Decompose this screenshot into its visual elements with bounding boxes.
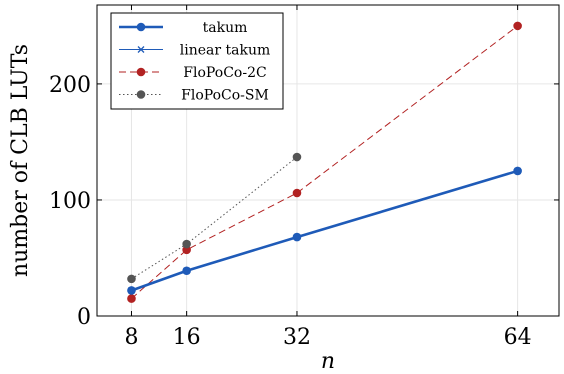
legend-marker xyxy=(136,22,146,32)
legend-entry-flopoco-sm: FloPoCo-SM xyxy=(119,88,269,104)
legend-marker xyxy=(136,67,146,77)
axis-ticks: 8 16 32 64 0 100 200 xyxy=(49,5,559,350)
series-line-flopoco-2c xyxy=(131,25,518,299)
x-tick-label: 64 xyxy=(504,325,532,350)
data-point-linear-takum xyxy=(514,167,522,175)
series-line-flopoco-sm xyxy=(131,156,298,280)
series-linear-takum xyxy=(128,167,522,294)
plot-frame xyxy=(96,4,560,317)
data-point-flopoco-sm xyxy=(182,239,191,249)
legend: takum linear takum FloPoCo-2C FloPoCo-SM xyxy=(110,12,284,110)
series-flopoco-sm xyxy=(127,152,302,284)
data-point-linear-takum xyxy=(293,233,301,241)
series-line-linear-takum xyxy=(131,170,518,291)
y-tick-label: 200 xyxy=(49,73,91,98)
data-point-linear-takum xyxy=(183,267,191,275)
series-layer xyxy=(127,21,522,303)
legend-label: FloPoCo-SM xyxy=(181,88,269,104)
legend-entry-takum: takum xyxy=(119,20,247,36)
legend-marker xyxy=(136,90,146,99)
legend-entry-linear-takum: linear takum xyxy=(119,43,270,59)
y-axis-title: number of CLB LUTs xyxy=(8,44,33,277)
y-tick-label: 100 xyxy=(49,189,91,214)
data-point-flopoco-sm xyxy=(292,152,302,162)
y-tick-label: 0 xyxy=(77,305,91,330)
legend-label: takum xyxy=(203,20,248,36)
data-point-flopoco-2c xyxy=(513,21,522,31)
legend-label: FloPoCo-2C xyxy=(183,65,266,81)
x-axis-title: n xyxy=(321,349,335,374)
data-point-flopoco-2c xyxy=(292,188,302,198)
x-tick-label: 8 xyxy=(124,325,138,350)
legend-marker xyxy=(137,46,145,53)
data-point-flopoco-2c xyxy=(127,294,136,303)
data-point-flopoco-sm xyxy=(127,274,136,284)
legend-entry-flopoco-2c: FloPoCo-2C xyxy=(119,65,267,81)
data-point-linear-takum xyxy=(128,287,135,294)
legend-label: linear takum xyxy=(180,43,271,59)
x-tick-label: 32 xyxy=(283,325,311,350)
x-tick-label: 16 xyxy=(173,325,201,350)
